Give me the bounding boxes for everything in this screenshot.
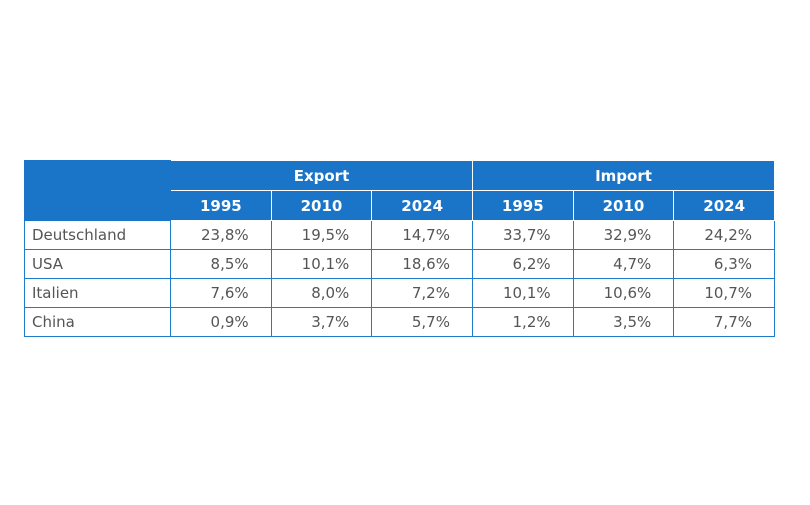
year-header: 2010 bbox=[270, 190, 373, 221]
value-cell: 10,1% bbox=[471, 278, 574, 308]
year-header: 2024 bbox=[673, 190, 775, 221]
value-cell: 18,6% bbox=[371, 249, 473, 279]
value-cell: 8,5% bbox=[170, 249, 272, 279]
year-header: 2024 bbox=[371, 190, 473, 221]
year-header: 1995 bbox=[170, 190, 272, 221]
value-cell: 4,7% bbox=[572, 249, 675, 279]
value-cell: 3,7% bbox=[270, 307, 373, 337]
value-cell: 7,7% bbox=[673, 307, 775, 337]
table-row: Italien 7,6% 8,0% 7,2% 10,1% 10,6% 10,7% bbox=[24, 278, 775, 308]
country-label: China bbox=[24, 307, 171, 337]
value-cell: 6,2% bbox=[471, 249, 574, 279]
value-cell: 7,2% bbox=[371, 278, 473, 308]
value-cell: 32,9% bbox=[572, 220, 675, 250]
group-header-export: Export bbox=[170, 160, 473, 191]
value-cell: 10,7% bbox=[673, 278, 775, 308]
corner-cell bbox=[24, 160, 171, 221]
value-cell: 14,7% bbox=[371, 220, 473, 250]
value-cell: 0,9% bbox=[170, 307, 272, 337]
group-header-row: Export Import bbox=[24, 160, 776, 221]
country-label: Deutschland bbox=[24, 220, 171, 250]
table-row: USA 8,5% 10,1% 18,6% 6,2% 4,7% 6,3% bbox=[24, 249, 775, 279]
value-cell: 19,5% bbox=[270, 220, 373, 250]
country-label: Italien bbox=[24, 278, 171, 308]
value-cell: 8,0% bbox=[270, 278, 373, 308]
value-cell: 6,3% bbox=[673, 249, 775, 279]
trade-share-table: Export Import 1995 2010 2024 1995 2010 2… bbox=[24, 160, 776, 337]
value-cell: 1,2% bbox=[471, 307, 574, 337]
value-cell: 23,8% bbox=[170, 220, 272, 250]
value-cell: 5,7% bbox=[371, 307, 473, 337]
year-header-row: 1995 2010 2024 1995 2010 2024 bbox=[25, 190, 775, 221]
group-header-import: Import bbox=[471, 160, 776, 191]
value-cell: 3,5% bbox=[572, 307, 675, 337]
year-header: 2010 bbox=[572, 190, 675, 221]
table-row: Deutschland 23,8% 19,5% 14,7% 33,7% 32,9% 24,2… bbox=[24, 220, 775, 250]
value-cell: 10,1% bbox=[270, 249, 373, 279]
table-row: China 0,9% 3,7% 5,7% 1,2% 3,5% 7,7% bbox=[24, 307, 775, 337]
country-label: USA bbox=[24, 249, 171, 279]
value-cell: 10,6% bbox=[572, 278, 675, 308]
value-cell: 7,6% bbox=[170, 278, 272, 308]
value-cell: 24,2% bbox=[673, 220, 775, 250]
value-cell: 33,7% bbox=[471, 220, 574, 250]
year-header: 1995 bbox=[471, 190, 574, 221]
